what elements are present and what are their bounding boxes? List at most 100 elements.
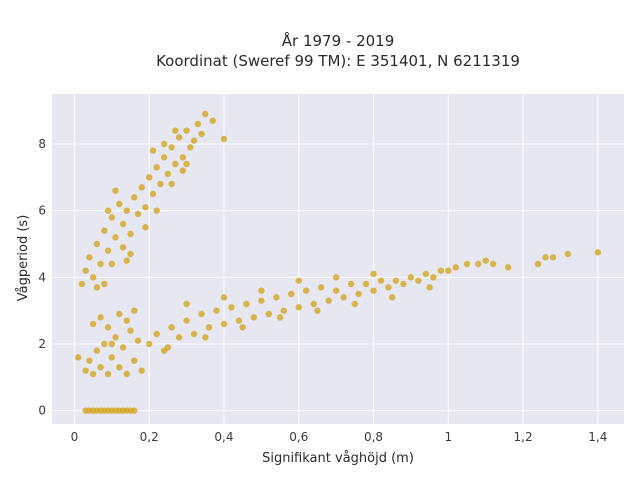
data-point (426, 284, 433, 291)
data-point (149, 147, 157, 154)
data-point (430, 274, 437, 281)
data-point (104, 207, 112, 214)
data-point (202, 334, 209, 341)
data-point (160, 154, 168, 161)
data-point (377, 277, 385, 284)
data-point (112, 234, 119, 241)
x-tick-label: 1,2 (514, 430, 533, 444)
data-point (273, 294, 280, 301)
chart-title: År 1979 - 2019 (282, 31, 395, 50)
data-point (198, 130, 205, 138)
data-point (93, 347, 101, 354)
data-point (153, 207, 160, 214)
data-point (175, 334, 183, 341)
data-point (202, 110, 209, 118)
x-axis-label: Signifikant våghöjd (m) (262, 451, 414, 466)
data-point (142, 204, 149, 211)
data-point (437, 267, 445, 274)
data-point (131, 357, 138, 364)
y-tick-label: 6 (38, 204, 46, 218)
data-point (104, 247, 112, 254)
data-point (127, 250, 134, 258)
data-point (183, 160, 190, 168)
data-point (534, 260, 542, 268)
data-point (101, 340, 108, 348)
data-point (119, 220, 127, 228)
data-point (101, 227, 108, 234)
data-point (183, 127, 190, 134)
data-point (194, 120, 202, 128)
data-point (146, 174, 153, 181)
data-point (164, 344, 172, 351)
data-point (504, 264, 512, 271)
x-tick-label: 0,4 (214, 430, 233, 444)
data-point (258, 297, 265, 304)
chart-subtitle: Koordinat (Sweref 99 TM): E 351401, N 62… (156, 52, 520, 70)
data-point (542, 254, 549, 261)
data-point (108, 354, 116, 361)
data-point (168, 324, 175, 331)
data-point (78, 280, 86, 288)
data-point (474, 260, 482, 268)
data-point (422, 270, 430, 278)
data-point (179, 154, 187, 161)
data-point (362, 280, 370, 288)
data-point (220, 294, 228, 301)
data-point (108, 214, 116, 221)
data-point (179, 167, 187, 174)
x-tick-label: 0,2 (140, 430, 159, 444)
data-point (295, 304, 302, 311)
data-point (168, 144, 175, 151)
data-point (347, 280, 355, 288)
data-point (127, 327, 134, 334)
data-point (119, 344, 127, 351)
data-point (389, 294, 396, 301)
data-point (149, 190, 157, 198)
data-point (123, 207, 130, 214)
data-point (153, 164, 160, 171)
data-point (89, 370, 97, 378)
data-point (82, 267, 89, 274)
data-point (332, 274, 340, 281)
data-point (183, 317, 190, 324)
data-point (112, 334, 119, 341)
data-point (131, 407, 138, 414)
data-point (89, 274, 97, 281)
data-point (86, 357, 93, 364)
data-point (175, 134, 183, 141)
y-axis-ticks: 0 2 4 6 8 (38, 137, 46, 418)
data-point (172, 127, 179, 134)
data-point (93, 284, 101, 291)
data-point (340, 294, 347, 301)
data-point (82, 367, 89, 374)
data-point (370, 287, 377, 294)
data-point (325, 297, 332, 304)
data-point (134, 210, 142, 218)
data-point (138, 367, 145, 374)
data-point (303, 287, 310, 294)
data-point (370, 270, 377, 278)
data-point (108, 260, 116, 268)
data-point (351, 300, 359, 308)
data-point (116, 364, 123, 371)
x-tick-label: 0 (71, 430, 79, 444)
x-axis-ticks: 0 0,2 0,4 0,6 0,8 1 1,2 1,4 (71, 430, 608, 444)
x-tick-label: 0,6 (289, 430, 308, 444)
data-point (101, 280, 108, 288)
data-point (198, 310, 205, 318)
data-point (190, 330, 198, 338)
data-point (89, 320, 97, 328)
data-point (123, 317, 130, 324)
data-point (317, 284, 325, 291)
data-point (564, 250, 572, 258)
data-point (93, 240, 101, 248)
data-point (549, 254, 557, 261)
x-tick-label: 0,8 (364, 430, 383, 444)
x-tick-label: 1 (444, 430, 452, 444)
data-point (209, 117, 216, 124)
data-point (239, 324, 246, 331)
data-point (407, 274, 415, 281)
data-point (183, 300, 190, 308)
data-point (295, 277, 302, 284)
